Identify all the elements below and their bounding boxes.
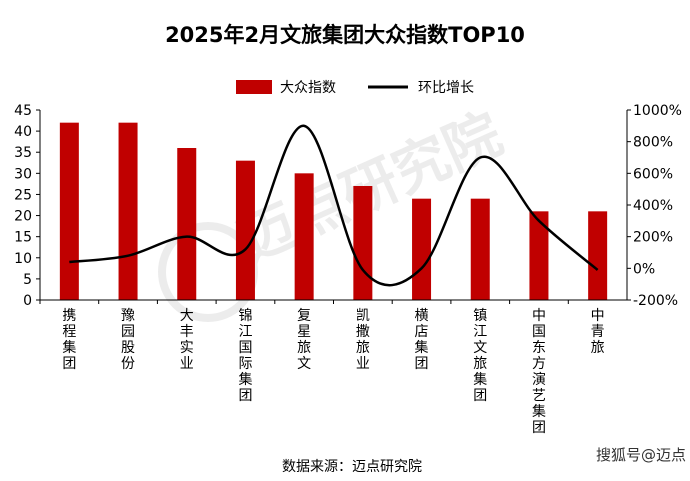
bar-8: [470, 198, 490, 300]
bar-4: [235, 160, 255, 300]
x-tick-labels: 携程集团 豫园股份 大丰实业 锦江国际集团 复星旅文 凯撒旅业 横店集团 镇江文旅集团 中国东方…: [39, 300, 605, 436]
footer-brand: 搜狐号@迈点: [596, 446, 686, 464]
bar-10: [588, 211, 608, 300]
y-right-tick-label: 200%: [633, 230, 673, 246]
x-tick-label-6: 凯撒旅业: [356, 308, 370, 372]
bar-7: [412, 198, 432, 300]
y-left-tick-label: 35: [14, 145, 32, 161]
x-tick-label-7: 横店集团: [415, 308, 429, 372]
y-right-tick-label: 1000%: [633, 103, 682, 119]
legend: 大众指数 环比增长: [236, 80, 474, 96]
bar-9: [529, 211, 549, 300]
x-tick-label-3: 大丰实业: [180, 308, 194, 372]
legend-label-line: 环比增长: [418, 80, 474, 96]
y-left-tick-label: 30: [14, 166, 32, 182]
y-right-tick-label: 0%: [633, 261, 655, 277]
x-tick-label-1: 携程集团: [62, 308, 76, 372]
bar-5: [294, 173, 314, 300]
chart-title: 2025年2月文旅集团大众指数TOP10: [165, 23, 525, 47]
growth-line: [69, 124, 599, 287]
legend-label-bar: 大众指数: [280, 80, 336, 96]
x-tick-label-2: 豫园股份: [121, 308, 135, 372]
y-left-tick-label: 45: [14, 103, 32, 119]
y-right-tick-label: -200%: [633, 293, 678, 309]
source-note: 数据来源：迈点研究院: [282, 459, 422, 475]
x-tick-label-4: 锦江国际集团: [238, 307, 252, 404]
y-left-tick-label: 25: [14, 187, 32, 203]
y-left-ticks: 0 5 10 15 20 25 30 35 40 45: [14, 103, 40, 309]
y-left-tick-label: 0: [23, 293, 32, 309]
x-tick-label-8: 镇江文旅集团: [473, 308, 487, 404]
y-left-tick-label: 10: [14, 251, 32, 267]
y-right-tick-label: 600%: [633, 166, 673, 182]
watermark: 迈点研究院: [158, 102, 511, 322]
y-right-tick-label: 400%: [633, 198, 673, 214]
bar-series: [59, 122, 608, 301]
y-right-ticks: -200% 0% 200% 400% 600% 800% 1000%: [627, 103, 682, 309]
y-left-tick-label: 20: [14, 209, 32, 225]
y-right-tick-label: 800%: [633, 135, 673, 151]
bar-1: [59, 122, 79, 301]
bar-6: [353, 186, 373, 300]
y-left-tick-label: 5: [23, 272, 32, 288]
line-series: [69, 124, 599, 287]
bar-3: [177, 148, 197, 300]
x-tick-label-10: 中青旅: [591, 308, 605, 356]
x-tick-label-5: 复星旅文: [297, 307, 311, 372]
y-left-tick-label: 40: [14, 124, 32, 140]
x-tick-label-9: 中国东方演艺集团: [532, 308, 546, 436]
legend-swatch-bar: [236, 80, 272, 94]
bar-2: [118, 122, 138, 301]
y-left-tick-label: 15: [14, 230, 32, 246]
